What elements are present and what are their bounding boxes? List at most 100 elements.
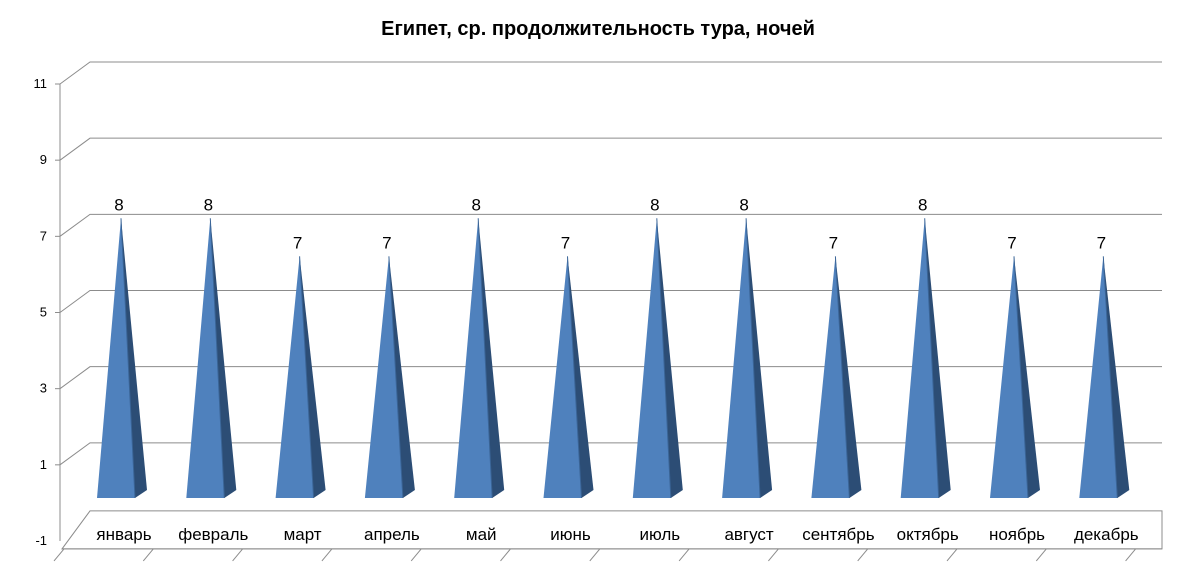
gridline xyxy=(59,137,1162,161)
pyramid-bar-3 xyxy=(275,256,326,499)
pyramid-bar-11 xyxy=(990,256,1040,499)
x-tick-mark xyxy=(857,548,869,562)
x-tick-label: август xyxy=(724,525,773,544)
gridline xyxy=(59,366,1162,390)
x-tick-mark xyxy=(142,548,154,562)
pyramid-edge xyxy=(388,256,404,499)
y-tick-label: 5 xyxy=(40,305,47,320)
x-tick-mark xyxy=(946,548,958,562)
pyramid-edge xyxy=(745,218,761,499)
pyramid-side-face xyxy=(924,218,951,498)
pyramid-front-face xyxy=(1079,256,1118,498)
data-label: 8 xyxy=(471,195,480,214)
data-label: 7 xyxy=(1097,233,1106,252)
pyramid-bar-12 xyxy=(1079,256,1130,499)
pyramid-front-face xyxy=(454,218,493,498)
y-tick-label: 11 xyxy=(34,76,48,91)
data-label: 8 xyxy=(739,195,748,214)
gridline xyxy=(59,442,1162,466)
x-tick-mark xyxy=(678,548,690,562)
pyramid-front-face xyxy=(632,218,671,498)
pyramid-edge xyxy=(834,256,850,499)
x-tick-mark xyxy=(768,548,779,562)
pyramid-edge xyxy=(1013,256,1029,499)
y-tick-label: 9 xyxy=(40,152,47,167)
data-label: 7 xyxy=(1007,233,1016,252)
y-axis: -1 1 3 5 7 9 11 xyxy=(34,76,48,548)
data-label: 8 xyxy=(650,195,659,214)
data-label: 8 xyxy=(918,195,927,214)
pyramid-front-face xyxy=(364,256,403,498)
pyramid-side-face xyxy=(478,218,505,498)
pyramid-bar-5 xyxy=(454,218,505,499)
x-axis: январь февраль март апрель май июнь июль август… xyxy=(96,525,1138,544)
pyramid-edge xyxy=(656,218,672,499)
floor-front xyxy=(58,549,1162,564)
y-tick-label: -1 xyxy=(35,533,47,548)
x-tick-mark xyxy=(321,548,333,562)
x-tick-mark xyxy=(410,548,422,562)
data-label: 7 xyxy=(829,233,838,252)
x-tick-mark xyxy=(1035,548,1047,562)
pyramid-side-face xyxy=(1103,256,1130,498)
pyramids xyxy=(97,218,1130,499)
y-tick-label: 3 xyxy=(40,381,47,396)
pyramid-edge xyxy=(120,218,136,499)
data-labels: 8 8 7 7 8 7 8 8 7 8 7 7 xyxy=(114,195,1106,252)
x-tick-mark xyxy=(1125,548,1136,562)
x-tick-mark xyxy=(53,548,65,562)
pyramid-side-face xyxy=(567,256,594,498)
pyramid-edge xyxy=(209,218,225,499)
x-tick-label: октябрь xyxy=(897,525,959,544)
pyramid-bar-7 xyxy=(632,218,683,499)
pyramid-bar-6 xyxy=(543,256,594,499)
data-label: 7 xyxy=(561,233,570,252)
pyramid-bar-9 xyxy=(811,256,862,499)
pyramid-side-face xyxy=(121,218,147,498)
pyramid-side-face xyxy=(746,218,773,498)
data-label: 7 xyxy=(293,233,302,252)
x-tick-mark xyxy=(589,548,601,562)
pyramid-edge xyxy=(1102,256,1118,499)
pyramid-front-face xyxy=(186,218,225,498)
pyramid-bar-8 xyxy=(722,218,773,499)
data-label: 7 xyxy=(382,233,391,252)
chart-floor xyxy=(53,510,1163,564)
pyramid-side-face xyxy=(210,218,237,498)
pyramid-side-face xyxy=(388,256,415,498)
pyramid-bar-1 xyxy=(97,218,147,499)
x-tick-label: сентябрь xyxy=(802,525,875,544)
pyramid-side-face xyxy=(656,218,683,498)
gridline xyxy=(59,61,1162,85)
pyramid-front-face xyxy=(722,218,761,498)
x-tick-label: июль xyxy=(639,525,680,544)
pyramid-front-face xyxy=(543,256,582,498)
pyramid-front-face xyxy=(97,218,135,498)
data-label: 8 xyxy=(204,195,213,214)
x-tick-label: март xyxy=(284,525,322,544)
pyramid-front-face xyxy=(275,256,314,498)
pyramid-edge xyxy=(924,218,940,499)
pyramid-bar-4 xyxy=(364,256,415,499)
x-tick-label: январь xyxy=(96,525,151,544)
x-tick-label: апрель xyxy=(364,525,420,544)
x-tick-label: июнь xyxy=(550,525,591,544)
pyramid-side-face xyxy=(1014,256,1040,498)
pyramid-front-face xyxy=(990,256,1028,498)
gridlines xyxy=(55,61,1162,541)
pyramid-front-face xyxy=(811,256,850,498)
pyramid-bar-10 xyxy=(900,218,951,499)
pyramid-side-face xyxy=(835,256,862,498)
data-label: 8 xyxy=(114,195,123,214)
x-tick-label: ноябрь xyxy=(989,525,1045,544)
pyramid-bar-2 xyxy=(186,218,237,499)
pyramid-edge xyxy=(567,256,582,499)
y-tick-label: 1 xyxy=(40,457,47,472)
pyramid-edge xyxy=(299,256,315,499)
gridline xyxy=(59,213,1162,237)
x-tick-label: декабрь xyxy=(1074,525,1139,544)
x-tick-label: май xyxy=(466,525,497,544)
pyramid-side-face xyxy=(299,256,326,498)
